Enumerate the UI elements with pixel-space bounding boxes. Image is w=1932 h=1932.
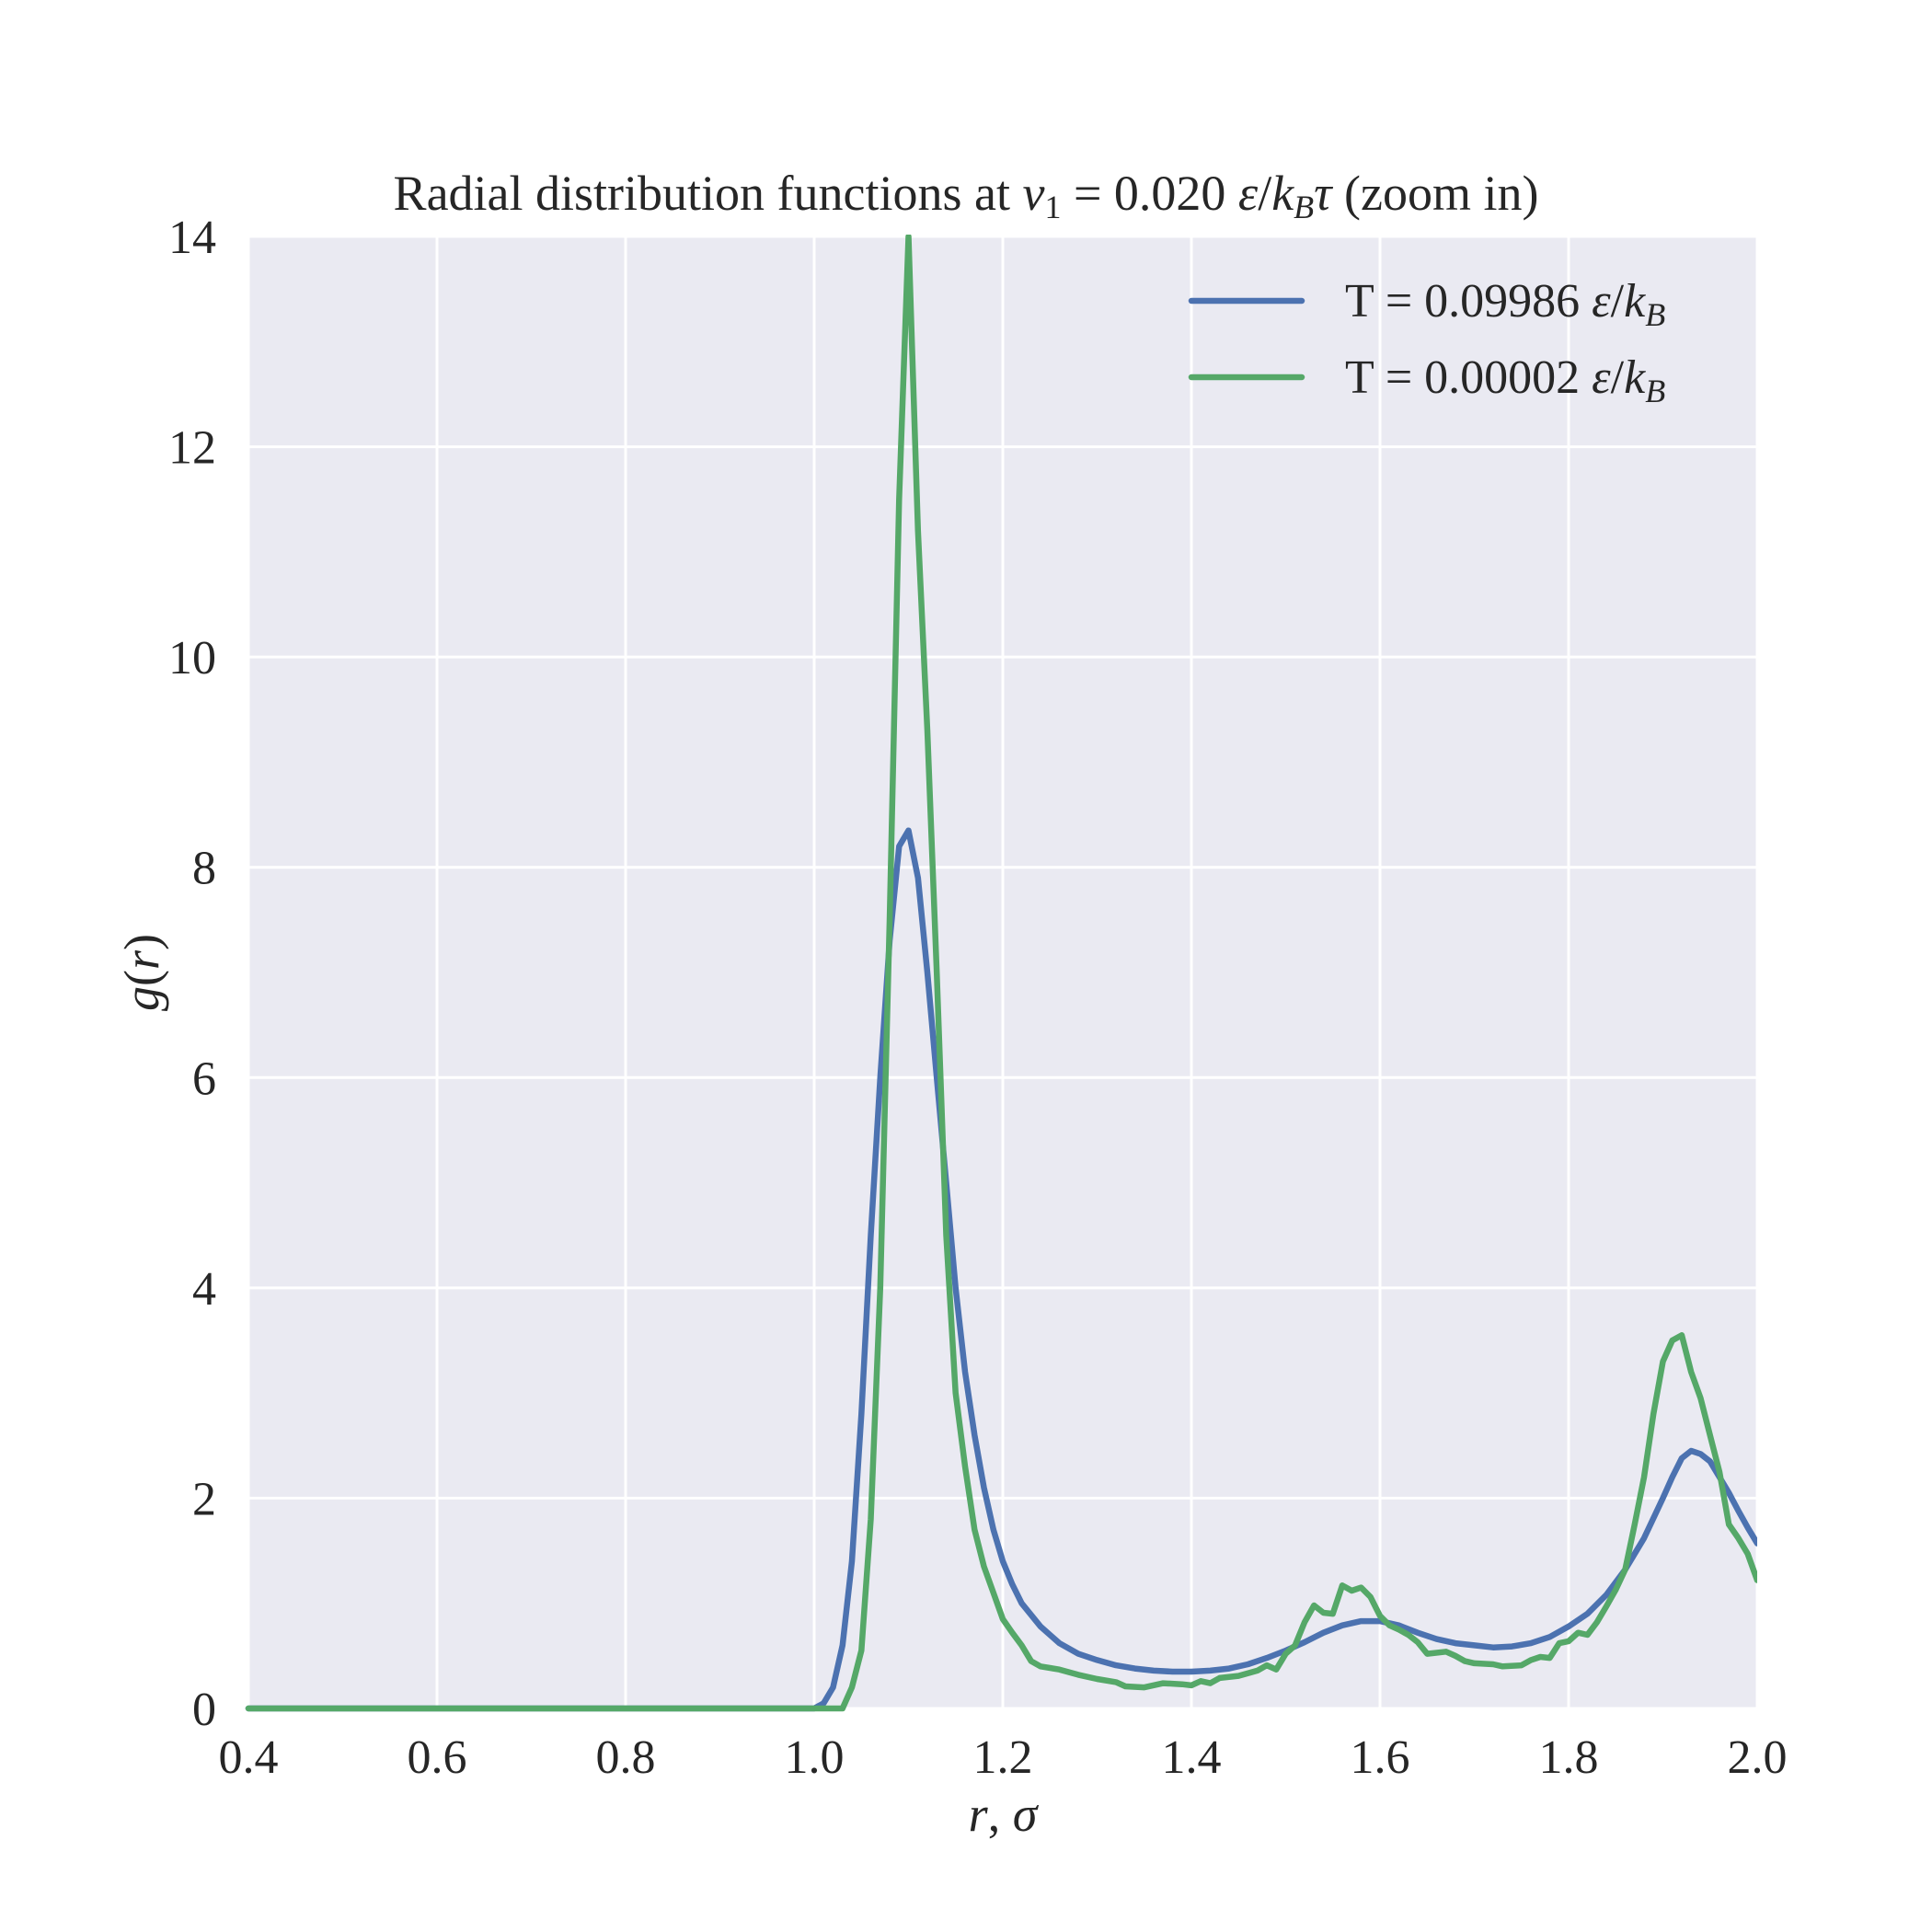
grid-lines	[247, 235, 1759, 1710]
x-axis-label: r, σ	[969, 1787, 1040, 1842]
y-tick-label: 6	[192, 1052, 216, 1105]
x-tick-label: 2.0	[1728, 1731, 1788, 1784]
x-tick-label: 0.8	[596, 1731, 656, 1784]
x-tick-label: 0.6	[408, 1731, 467, 1784]
series-line-1	[245, 827, 1757, 1712]
y-tick-label: 0	[192, 1684, 216, 1736]
legend-label-series-2: T = 0.00002 ε/kB	[1345, 351, 1665, 409]
tick-labels: 0.4 0.6 0.8 1.0 1.2 1.4 1.6 1.8 2.0 0 2 4 6 8 10 12 14	[168, 212, 1788, 1784]
y-tick-label: 8	[192, 843, 216, 895]
x-tick-label: 1.2	[973, 1731, 1033, 1784]
series-line-2	[245, 235, 1757, 1712]
y-tick-label: 14	[168, 212, 216, 264]
y-tick-label: 10	[168, 632, 216, 684]
x-tick-label: 1.8	[1539, 1731, 1599, 1784]
y-tick-label: 2	[192, 1473, 216, 1525]
x-tick-label: 1.0	[785, 1731, 845, 1784]
x-tick-label: 0.4	[219, 1731, 279, 1784]
legend-label-series-1: T = 0.09986 ε/kB	[1345, 275, 1665, 333]
x-tick-label: 1.6	[1351, 1731, 1410, 1784]
y-tick-label: 4	[192, 1263, 216, 1316]
y-tick-label: 12	[168, 422, 216, 475]
chart-title: Radial distribution functions at v1 = 0.…	[394, 166, 1539, 225]
series-lines	[245, 235, 1757, 1712]
y-axis-label: g(r)	[114, 934, 169, 1011]
legend: T = 0.09986 ε/kB T = 0.00002 ε/kB	[1188, 275, 1665, 409]
x-tick-label: 1.4	[1162, 1731, 1222, 1784]
